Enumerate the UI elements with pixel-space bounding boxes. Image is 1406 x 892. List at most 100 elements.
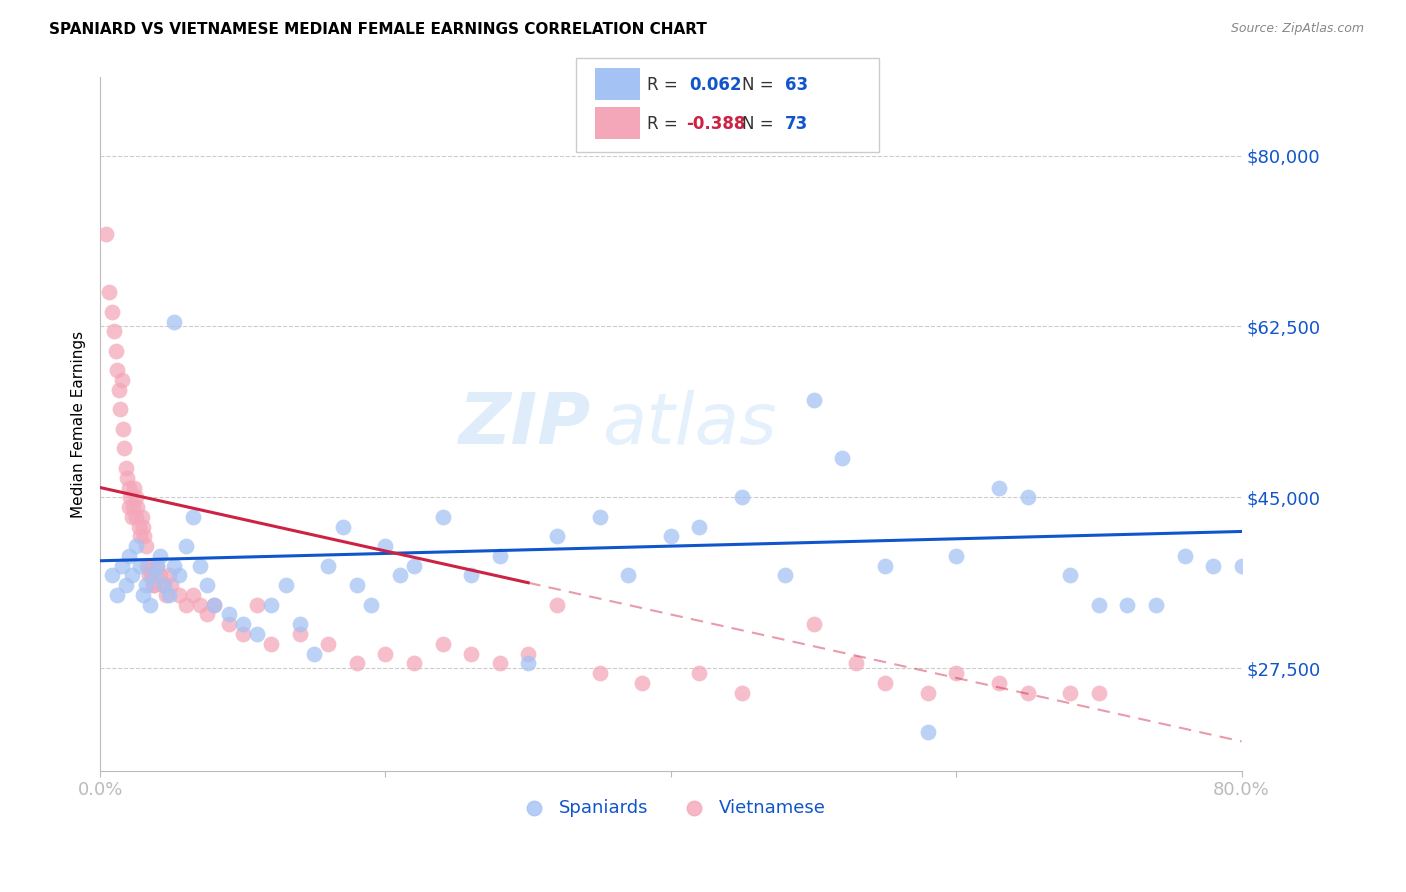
Point — [488, 549, 510, 563]
Point — [588, 666, 610, 681]
Point — [346, 657, 368, 671]
Point — [135, 539, 157, 553]
Y-axis label: Median Female Earnings: Median Female Earnings — [72, 331, 86, 517]
Text: N =: N = — [742, 115, 779, 133]
Point — [174, 598, 197, 612]
Point — [460, 568, 482, 582]
Point — [120, 491, 142, 505]
Point — [288, 627, 311, 641]
Point — [773, 568, 796, 582]
Point — [1059, 568, 1081, 582]
Point — [174, 539, 197, 553]
Point — [94, 227, 117, 241]
Point — [432, 637, 454, 651]
Point — [112, 442, 135, 456]
Point — [688, 519, 710, 533]
Point — [118, 500, 141, 514]
Point — [232, 627, 254, 641]
Point — [1230, 558, 1253, 573]
Point — [374, 539, 396, 553]
Point — [128, 519, 150, 533]
Point — [100, 305, 122, 319]
Point — [122, 500, 145, 514]
Point — [181, 588, 204, 602]
Point — [1088, 598, 1111, 612]
Point — [142, 578, 165, 592]
Point — [917, 724, 939, 739]
Point — [139, 558, 162, 573]
Text: N =: N = — [742, 76, 779, 94]
Point — [731, 685, 754, 699]
Point — [127, 500, 149, 514]
Text: ZIP: ZIP — [458, 390, 591, 458]
Point — [845, 657, 868, 671]
Point — [803, 617, 825, 632]
Point — [488, 657, 510, 671]
Point — [141, 568, 163, 582]
Point — [155, 588, 177, 602]
Point — [132, 519, 155, 533]
Point — [163, 558, 186, 573]
Point — [143, 578, 166, 592]
Point — [100, 568, 122, 582]
Point — [945, 666, 967, 681]
Point — [831, 451, 853, 466]
Point — [631, 675, 654, 690]
Point — [136, 558, 159, 573]
Point — [146, 558, 169, 573]
Point — [688, 666, 710, 681]
Point — [118, 549, 141, 563]
Text: R =: R = — [647, 115, 683, 133]
Point — [129, 529, 152, 543]
Point — [318, 637, 340, 651]
Point — [945, 549, 967, 563]
Point — [1017, 685, 1039, 699]
Point — [218, 607, 240, 622]
Point — [131, 509, 153, 524]
Point — [1088, 685, 1111, 699]
Point — [181, 509, 204, 524]
Point — [517, 647, 540, 661]
Point — [146, 558, 169, 573]
Point — [125, 491, 148, 505]
Point — [432, 509, 454, 524]
Point — [115, 471, 138, 485]
Point — [160, 578, 183, 592]
Text: -0.388: -0.388 — [686, 115, 745, 133]
Point — [360, 598, 382, 612]
Point — [332, 519, 354, 533]
Point — [402, 657, 425, 671]
Point — [188, 558, 211, 573]
Point — [135, 578, 157, 592]
Point — [588, 509, 610, 524]
Point — [1059, 685, 1081, 699]
Point — [114, 578, 136, 592]
Text: 73: 73 — [785, 115, 808, 133]
Point — [149, 549, 172, 563]
Point — [988, 481, 1011, 495]
Point — [153, 578, 176, 592]
Point — [260, 637, 283, 651]
Point — [125, 539, 148, 553]
Point — [218, 617, 240, 632]
Point — [1116, 598, 1139, 612]
Point — [167, 588, 190, 602]
Point — [105, 363, 128, 377]
Point — [873, 675, 896, 690]
Point — [132, 588, 155, 602]
Point — [152, 578, 174, 592]
Point — [139, 598, 162, 612]
Point — [129, 558, 152, 573]
Point — [138, 568, 160, 582]
Point — [873, 558, 896, 573]
Point — [517, 657, 540, 671]
Point — [374, 647, 396, 661]
Point — [108, 402, 131, 417]
Text: atlas: atlas — [602, 390, 778, 458]
Point — [731, 491, 754, 505]
Point — [659, 529, 682, 543]
Point — [402, 558, 425, 573]
Point — [111, 422, 134, 436]
Point — [167, 568, 190, 582]
Text: R =: R = — [647, 76, 683, 94]
